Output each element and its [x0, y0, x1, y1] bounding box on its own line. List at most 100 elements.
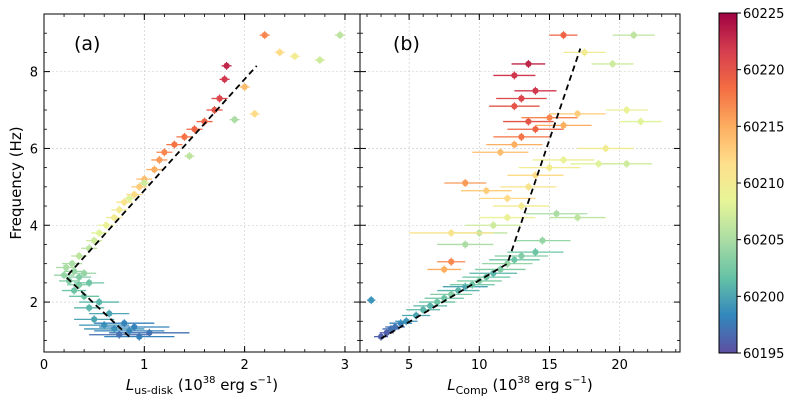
marker-a-37 [171, 141, 178, 148]
data-point-a-48 [229, 115, 240, 124]
marker-b-30 [553, 210, 560, 217]
data-point-a-43 [219, 75, 230, 84]
marker-b-54 [532, 87, 539, 94]
scatter-points-a [54, 31, 345, 341]
xtick-label-b-2: 15 [541, 358, 558, 373]
marker-a-30 [121, 199, 128, 206]
marker-b-57 [560, 32, 567, 39]
x-axis-label-a-sub: us-disk [134, 384, 173, 397]
marker-a-42 [216, 95, 223, 102]
x-axis-label-b-close: ) [587, 376, 593, 394]
data-point-b-53 [496, 94, 547, 103]
fit-line-b [380, 48, 582, 340]
marker-a-43 [221, 76, 228, 83]
marker-a-21 [86, 279, 93, 286]
data-point-a-5 [99, 323, 170, 332]
data-point-a-34 [146, 165, 163, 174]
data-point-b-36 [437, 257, 466, 266]
data-point-a-28 [106, 213, 123, 222]
data-point-b-9 [413, 301, 448, 310]
x-axis-label-a: Lus-disk (1038 erg s−1) [126, 375, 278, 397]
colorbar-tick-label-4: 60215 [743, 120, 784, 135]
x-axis-label-a-exp: 38 [203, 375, 216, 386]
data-point-b-58 [563, 48, 606, 57]
marker-b-28 [448, 229, 455, 237]
marker-b-27 [504, 214, 511, 221]
data-point-b-20 [482, 259, 533, 268]
data-point-b-60 [612, 31, 655, 40]
marker-b-2 [383, 329, 390, 336]
data-point-b-61 [619, 117, 662, 126]
marker-b-61 [637, 118, 644, 125]
data-point-a-53 [314, 56, 325, 65]
marker-a-48 [231, 116, 238, 123]
panel-b: 5 10 15 20 (b) LComp (1038 erg s−1) [359, 13, 681, 397]
ytick-label-3: 8 [30, 66, 38, 81]
data-point-b-8 [406, 305, 440, 314]
data-point-a-54 [334, 31, 345, 40]
colorbar: 60195 60200 60205 60210 60215 60220 60225 [718, 7, 784, 362]
data-point-a-21 [74, 278, 105, 287]
data-point-b-29 [514, 236, 571, 245]
x-axis-label-b-main: L [447, 376, 455, 394]
data-point-a-41 [206, 106, 223, 115]
marker-a-26 [96, 229, 103, 237]
data-point-b-47 [507, 125, 564, 134]
data-point-a-45 [124, 194, 135, 203]
data-point-b-22 [494, 251, 549, 260]
marker-a-34 [151, 166, 158, 173]
marker-b-38 [525, 183, 532, 190]
panel-a: 0 1 2 3 2 4 6 8 (a) Frequency (Hz) Lus-disk (10… [7, 13, 361, 397]
xtick-label-b-0: 5 [405, 358, 413, 373]
marker-a-50 [261, 32, 268, 39]
colorbar-tick-label-3: 60210 [743, 177, 784, 192]
marker-b-55 [511, 72, 518, 79]
x-axis-label-b-exp: 38 [517, 375, 530, 386]
plot-frame-b [359, 13, 681, 353]
marker-b-24 [462, 241, 469, 248]
data-point-b-50 [535, 121, 592, 130]
marker-a-16 [60, 272, 68, 279]
x-axis-label-a-unit2: erg s [216, 376, 258, 394]
ytick-label-0: 2 [30, 296, 38, 311]
data-point-a-7 [94, 319, 155, 328]
data-point-a-35 [151, 155, 168, 164]
data-point-b-63 [577, 144, 634, 153]
data-point-a-16 [54, 271, 75, 280]
data-point-b-32 [493, 202, 550, 211]
marker-b-51 [574, 110, 581, 117]
marker-a-45 [126, 195, 133, 202]
marker-b-10 [434, 298, 441, 306]
ytick-label-2: 6 [30, 142, 38, 157]
marker-a-8 [91, 316, 98, 323]
xtick-label-a-1: 1 [140, 358, 148, 373]
marker-b-48 [525, 118, 532, 125]
data-point-b-2 [379, 328, 394, 337]
marker-b-42 [595, 160, 602, 167]
data-point-a-18 [56, 263, 77, 272]
marker-b-36 [448, 258, 455, 265]
data-point-a-39 [186, 125, 203, 134]
data-point-b-33 [479, 194, 536, 203]
xtick-label-a-0: 0 [40, 358, 48, 373]
ticks-a: 0 1 2 3 2 4 6 8 [30, 14, 360, 373]
marker-b-26 [490, 222, 497, 229]
marker-b-59 [609, 60, 616, 68]
marker-b-33 [504, 195, 511, 202]
marker-b-40 [546, 164, 553, 171]
marker-a-44 [223, 62, 230, 69]
data-point-b-35 [444, 179, 487, 187]
marker-b-43 [623, 160, 630, 167]
data-point-b-56 [511, 59, 546, 68]
data-point-a-49 [239, 82, 250, 91]
marker-b-45 [511, 141, 518, 148]
marker-b-37 [441, 266, 448, 273]
x-axis-label-a-main: L [126, 376, 134, 394]
marker-b-50 [560, 122, 567, 129]
data-point-a-44 [221, 61, 232, 70]
data-point-b-45 [486, 140, 543, 149]
marker-b-32 [518, 202, 525, 210]
data-point-a-50 [259, 31, 270, 40]
data-point-b-46 [493, 132, 550, 141]
